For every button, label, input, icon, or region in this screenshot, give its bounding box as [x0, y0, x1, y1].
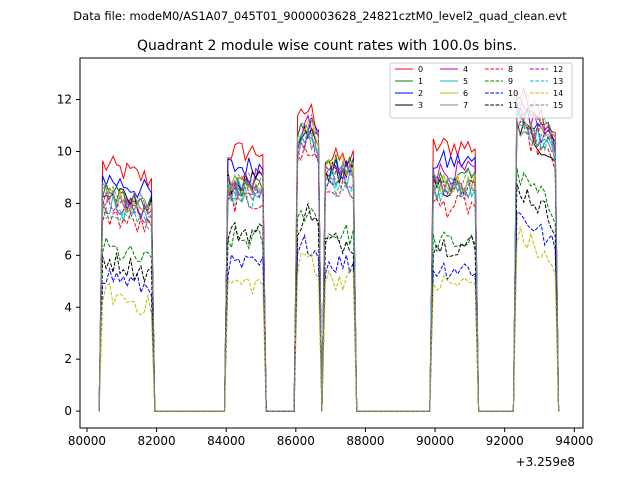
x-tick-label: 94000	[555, 434, 593, 448]
x-tick-label: 88000	[346, 434, 384, 448]
y-tick-label: 4	[64, 300, 72, 314]
chart-title: Quadrant 2 module wise count rates with …	[137, 38, 517, 54]
y-tick-label: 0	[64, 404, 72, 418]
x-tick-label: 90000	[416, 434, 454, 448]
legend-label-13: 13	[553, 77, 563, 86]
y-tick-label: 2	[64, 352, 72, 366]
legend-label-3: 3	[418, 101, 423, 110]
x-tick-label: 84000	[207, 434, 245, 448]
x-tick-label: 92000	[486, 434, 524, 448]
series-line-15	[98, 90, 560, 412]
legend-frame	[389, 62, 573, 119]
legend-label-6: 6	[463, 89, 468, 98]
series-line-14	[98, 226, 560, 412]
legend-label-10: 10	[508, 89, 518, 98]
x-axis: 80000 82000 84000 86000 88000 90000 92000 94000	[68, 428, 593, 448]
y-tick-label: 8	[64, 196, 72, 210]
legend-label-0: 0	[418, 65, 423, 74]
series-layer	[98, 86, 560, 412]
legend-label-14: 14	[553, 89, 563, 98]
y-tick-label: 10	[57, 144, 72, 158]
legend-label-4: 4	[463, 65, 468, 74]
legend-label-1: 1	[418, 77, 423, 86]
x-tick-label: 86000	[277, 434, 315, 448]
legend-label-12: 12	[553, 65, 563, 74]
legend-label-9: 9	[508, 77, 513, 86]
plot-frame	[79, 57, 584, 429]
legend-label-7: 7	[463, 101, 468, 110]
y-tick-label: 12	[57, 93, 72, 107]
y-tick-label: 6	[64, 248, 72, 262]
x-tick-label: 82000	[137, 434, 175, 448]
legend-label-5: 5	[463, 77, 468, 86]
x-tick-label: 80000	[68, 434, 106, 448]
y-axis: 0 2 4 6 8 10 12	[57, 93, 80, 418]
x-axis-offset-label: +3.259e8	[516, 455, 575, 469]
legend-label-8: 8	[508, 65, 513, 74]
series-line-11	[98, 183, 560, 412]
data-file-label: Data file: modeM0/AS1A07_045T01_90000036…	[73, 9, 567, 23]
legend-label-15: 15	[553, 101, 563, 110]
legend-label-2: 2	[418, 89, 423, 98]
legend-label-11: 11	[508, 101, 518, 110]
